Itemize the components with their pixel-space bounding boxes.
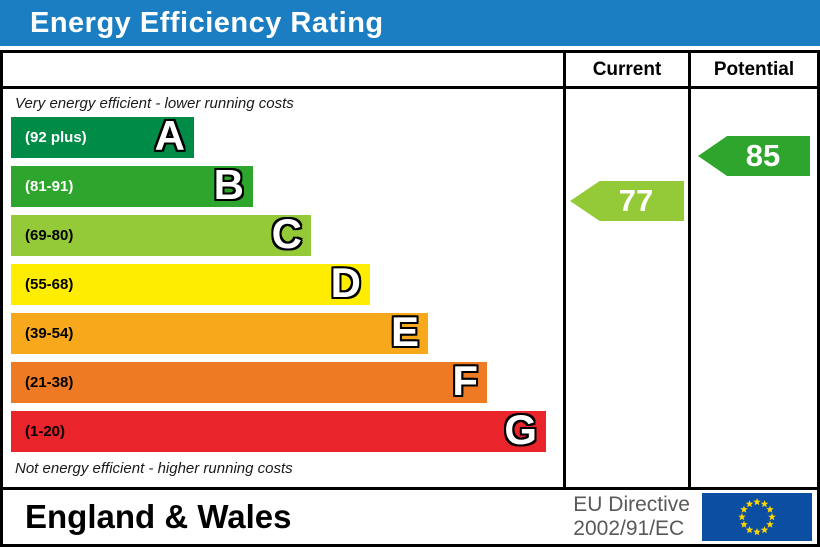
eu-flag-icon [702, 493, 812, 541]
region-label: England & Wales [25, 498, 292, 535]
eu-directive-label: EU Directive 2002/91/EC [573, 493, 690, 540]
band-f: (21-38) F [11, 357, 487, 404]
band-c-range: (69-80) [25, 227, 74, 244]
bands-area: Very energy efficient - lower running co… [3, 89, 563, 487]
bands-column: Very energy efficient - lower running co… [3, 53, 563, 487]
page-title: Energy Efficiency Rating [30, 6, 384, 39]
potential-rating-value: 85 [745, 138, 781, 173]
band-g-range: (1-20) [25, 423, 66, 440]
band-c: (69-80) C [11, 210, 311, 257]
potential-column: Potential 85 [688, 53, 817, 487]
current-rating-arrow: 77 [570, 181, 684, 221]
band-a-letter: A [154, 112, 185, 159]
band-f-letter: F [452, 357, 478, 404]
current-column: Current 77 [563, 53, 688, 487]
band-e-range: (39-54) [25, 325, 74, 342]
footer: England & Wales EU Directive 2002/91/EC [0, 490, 820, 547]
band-e-letter: E [390, 308, 419, 355]
potential-rating-arrow: 85 [698, 136, 810, 176]
current-rating-value: 77 [618, 183, 654, 218]
bottom-note: Not energy efficient - higher running co… [15, 460, 293, 477]
band-g: (1-20) G [11, 406, 546, 453]
top-note: Very energy efficient - lower running co… [15, 95, 294, 112]
band-c-letter: C [271, 210, 302, 257]
title-bar: Energy Efficiency Rating [0, 0, 820, 46]
rating-chart: Very energy efficient - lower running co… [0, 50, 820, 490]
eu-directive-line1: EU Directive [573, 493, 690, 517]
band-e: (39-54) E [11, 308, 428, 355]
band-b: (81-91) B [11, 161, 253, 208]
band-d-range: (55-68) [25, 276, 74, 293]
band-b-letter: B [213, 161, 244, 208]
band-a: (92 plus) A [11, 112, 194, 159]
bands-column-header [3, 53, 563, 89]
band-f-range: (21-38) [25, 374, 74, 391]
band-a-range: (92 plus) [25, 129, 87, 146]
band-d-letter: D [330, 259, 361, 306]
eu-directive-line2: 2002/91/EC [573, 517, 685, 540]
current-column-header: Current [566, 53, 688, 89]
band-g-letter: G [504, 406, 537, 453]
band-d: (55-68) D [11, 259, 370, 306]
potential-column-header: Potential [691, 53, 817, 89]
band-b-range: (81-91) [25, 178, 74, 195]
